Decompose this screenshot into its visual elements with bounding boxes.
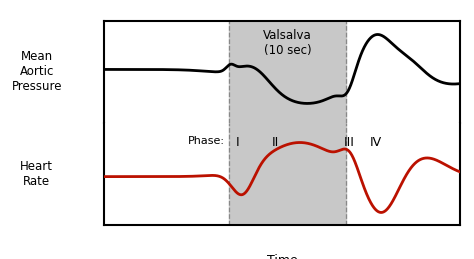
Bar — [228, 123, 346, 225]
Text: II: II — [272, 136, 279, 149]
Text: I: I — [236, 136, 239, 149]
Text: Phase:: Phase: — [188, 136, 225, 146]
Text: Time: Time — [267, 254, 297, 259]
Text: III: III — [344, 136, 355, 149]
Text: Heart
Rate: Heart Rate — [20, 160, 53, 188]
Text: Mean
Aortic
Pressure: Mean Aortic Pressure — [11, 50, 62, 93]
Text: Valsalva
(10 sec): Valsalva (10 sec) — [263, 28, 312, 56]
Text: IV: IV — [370, 136, 383, 149]
Bar — [228, 21, 346, 123]
